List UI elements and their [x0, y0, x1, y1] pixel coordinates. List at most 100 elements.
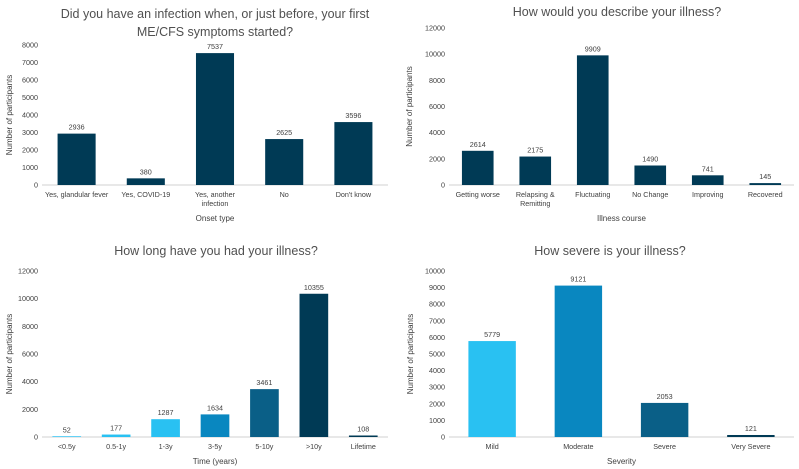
x-tick-label: Improving	[692, 190, 724, 199]
y-tick-label: 6000	[429, 102, 445, 111]
chart-title: How severe is your illness?	[534, 244, 685, 258]
data-label: 52	[63, 425, 71, 434]
bar-2	[101, 434, 131, 437]
data-label: 3461	[256, 378, 272, 387]
y-tick-label: 6000	[429, 333, 445, 342]
y-tick-label: 10000	[18, 294, 38, 303]
x-tick-label: infection	[202, 199, 229, 208]
data-label: 3596	[345, 111, 361, 120]
bar-3	[576, 55, 609, 185]
bar-6	[299, 293, 329, 437]
y-tick-label: 2000	[22, 405, 38, 414]
y-tick-label: 0	[441, 433, 445, 442]
data-label: 380	[140, 167, 152, 176]
data-label: 2614	[470, 140, 486, 149]
data-label: 145	[759, 172, 771, 181]
chart-title: How would you describe your illness?	[513, 5, 721, 19]
y-tick-label: 0	[34, 181, 38, 190]
y-tick-label: 12000	[425, 24, 445, 33]
x-tick-label: Yes, COVID-19	[121, 190, 170, 199]
y-axis-label: Number of participants	[405, 66, 414, 146]
y-tick-label: 3000	[429, 383, 445, 392]
x-tick-label: Yes, another	[195, 190, 236, 199]
x-tick-label: Severe	[653, 442, 676, 451]
y-tick-label: 3000	[22, 128, 38, 137]
bar-4	[200, 414, 230, 437]
y-axis-label: Number of participants	[5, 314, 14, 394]
y-tick-label: 10000	[425, 267, 445, 276]
bar-1	[52, 436, 82, 437]
x-tick-label: Remitting	[520, 199, 550, 208]
y-tick-label: 4000	[22, 111, 38, 120]
x-tick-label: >10y	[306, 442, 322, 451]
data-label: 9909	[585, 44, 601, 53]
y-tick-label: 1000	[22, 163, 38, 172]
x-tick-label: Very Severe	[731, 442, 770, 451]
data-label: 2625	[276, 128, 292, 137]
x-axis-label: Illness course	[597, 214, 646, 223]
x-tick-label: No	[280, 190, 289, 199]
y-tick-label: 1000	[429, 416, 445, 425]
data-label: 2175	[527, 146, 543, 155]
x-tick-label: 1-3y	[159, 442, 173, 451]
data-label: 2053	[657, 392, 673, 401]
y-tick-label: 8000	[22, 322, 38, 331]
y-tick-label: 6000	[22, 350, 38, 359]
y-tick-label: 7000	[22, 58, 38, 67]
chart-2: How would you describe your illness? 0 200…	[405, 5, 794, 223]
bar-5	[691, 175, 724, 185]
data-label: 741	[702, 164, 714, 173]
x-tick-label: Yes, glandular fever	[45, 190, 109, 199]
x-tick-label: Getting worse	[456, 190, 500, 199]
bar-2	[554, 285, 603, 437]
y-tick-label: 5000	[22, 93, 38, 102]
bar-1	[461, 150, 494, 185]
x-axis-label: Onset type	[196, 214, 235, 223]
bar-5	[250, 389, 279, 437]
y-tick-label: 8000	[429, 300, 445, 309]
chart-title: ME/CFS symptoms started?	[137, 25, 293, 39]
x-tick-label: Relapsing &	[516, 190, 555, 199]
y-tick-label: 4000	[429, 128, 445, 137]
y-tick-label: 10000	[425, 50, 445, 59]
chart-4: How severe is your illness? 0 1000 2000 3000…	[406, 244, 794, 466]
y-tick-label: 2000	[22, 146, 38, 155]
x-axis-label: Time (years)	[193, 457, 238, 466]
y-axis-label: Number of participants	[5, 75, 14, 155]
y-tick-label: 12000	[18, 267, 38, 276]
y-tick-label: 2000	[429, 399, 445, 408]
y-tick-label: 4000	[22, 377, 38, 386]
data-label: 177	[110, 424, 122, 433]
data-label: 2936	[69, 123, 85, 132]
y-axis-label: Number of participants	[406, 314, 415, 394]
y-tick-label: 5000	[429, 350, 445, 359]
data-label: 9121	[570, 275, 586, 284]
y-tick-label: 0	[441, 181, 445, 190]
x-tick-label: 0.5-1y	[106, 442, 126, 451]
y-tick-label: 8000	[429, 76, 445, 85]
data-label: 1634	[207, 403, 223, 412]
data-label: 5779	[484, 330, 500, 339]
x-tick-label: Moderate	[563, 442, 593, 451]
x-tick-label: Recovered	[748, 190, 783, 199]
x-tick-label: Fluctuating	[575, 190, 610, 199]
x-tick-label: <0.5y	[58, 442, 76, 451]
bar-3	[195, 53, 235, 185]
data-label: 108	[357, 425, 369, 434]
bar-4	[727, 434, 775, 437]
y-tick-label: 2000	[429, 154, 445, 163]
bar-3	[151, 419, 180, 437]
y-tick-label: 0	[34, 433, 38, 442]
chart-title: Did you have an infection when, or just …	[61, 7, 370, 21]
bar-7	[348, 435, 378, 437]
y-tick-label: 7000	[429, 316, 445, 325]
bar-2	[519, 156, 552, 185]
bar-4	[634, 165, 667, 185]
x-tick-label: No Change	[632, 190, 668, 199]
x-axis-label: Severity	[607, 457, 636, 466]
y-tick-label: 4000	[429, 366, 445, 375]
bar-5	[334, 122, 373, 185]
y-tick-label: 9000	[429, 283, 445, 292]
data-label: 121	[745, 424, 757, 433]
